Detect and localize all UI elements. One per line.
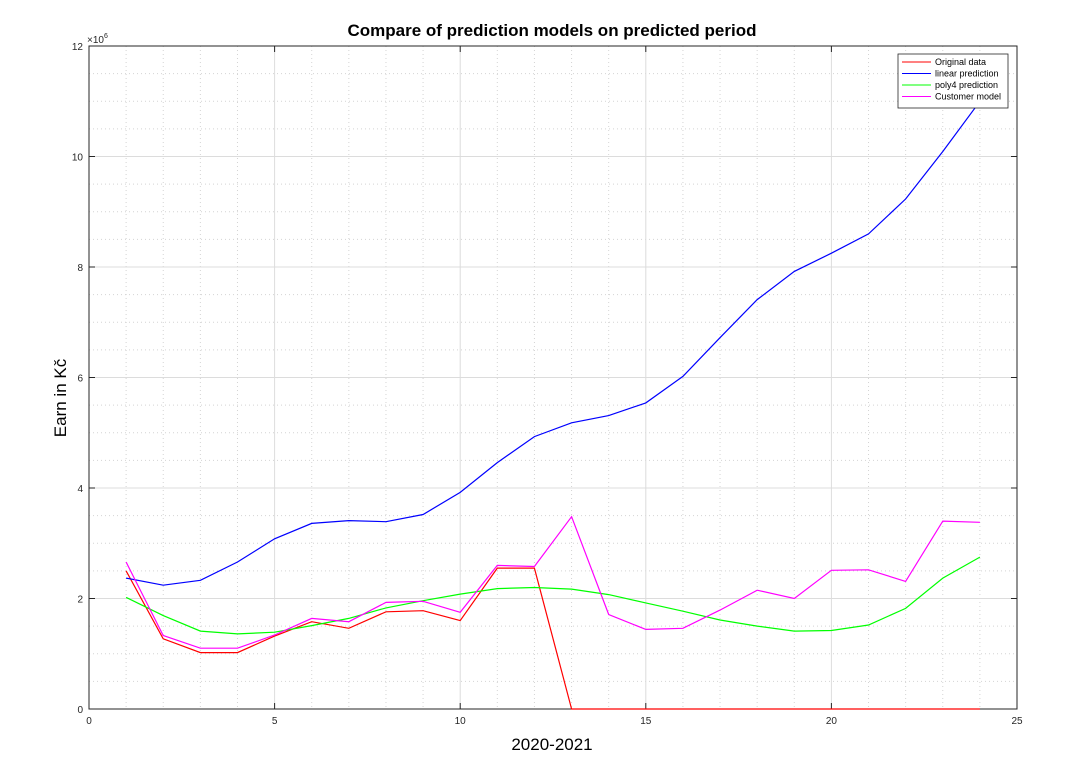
series-line-customer-model	[125, 515, 980, 649]
axes: 0 5 10 15 20 25 0 2 4 6 8 10 12×106	[72, 33, 1023, 727]
x-tick-label: 25	[1011, 716, 1023, 727]
y-tick-label: 0	[77, 705, 83, 716]
legend-entry: poly4 prediction	[935, 80, 998, 90]
chart-title: Compare of prediction models on predicte…	[348, 21, 757, 40]
legend-entry: Original data	[935, 57, 986, 67]
y-tick-label: 10	[72, 153, 84, 164]
x-tick-label: 10	[455, 716, 467, 727]
x-axis-label: 2020-2021	[511, 735, 592, 754]
series-line-original-data	[125, 567, 980, 710]
y-exponent-label: ×106	[87, 33, 108, 46]
y-tick-label: 6	[77, 374, 83, 385]
y-tick-label: 2	[77, 595, 83, 606]
legend-entry: linear prediction	[935, 69, 999, 79]
y-tick-label: 12	[72, 42, 84, 53]
y-tick-label: 4	[77, 484, 83, 495]
legend-entry: Customer model	[935, 92, 1001, 102]
y-tick-label: 8	[77, 263, 83, 274]
x-tick-label: 5	[272, 716, 278, 727]
y-axis-label: Earn in Kč	[51, 358, 70, 437]
series-line-poly4-prediction	[125, 556, 981, 635]
series-line-linear-prediction	[125, 100, 981, 586]
x-tick-label: 20	[826, 716, 838, 727]
legend-box	[897, 53, 1009, 109]
x-tick-label: 0	[86, 716, 92, 727]
x-tick-label: 15	[640, 716, 652, 727]
grid	[88, 45, 1018, 710]
series-layer	[125, 100, 981, 710]
